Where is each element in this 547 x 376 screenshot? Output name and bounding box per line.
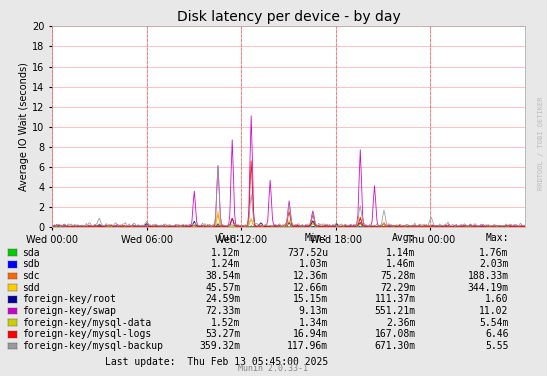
Text: 16.94m: 16.94m xyxy=(293,329,328,339)
Text: 1.46m: 1.46m xyxy=(386,259,416,269)
Text: 72.29m: 72.29m xyxy=(381,283,416,293)
Text: 1.12m: 1.12m xyxy=(211,248,241,258)
Text: 671.30m: 671.30m xyxy=(375,341,416,351)
Text: 167.08m: 167.08m xyxy=(375,329,416,339)
Text: 1.60: 1.60 xyxy=(485,294,509,304)
Text: foreign-key/swap: foreign-key/swap xyxy=(22,306,116,316)
Text: 6.46: 6.46 xyxy=(485,329,509,339)
Text: 188.33m: 188.33m xyxy=(468,271,509,281)
Text: Min:: Min: xyxy=(305,233,328,243)
Text: 1.14m: 1.14m xyxy=(386,248,416,258)
Text: 2.03m: 2.03m xyxy=(479,259,509,269)
Text: 737.52u: 737.52u xyxy=(287,248,328,258)
Title: Disk latency per device - by day: Disk latency per device - by day xyxy=(177,10,400,24)
Text: Max:: Max: xyxy=(485,233,509,243)
Text: 1.34m: 1.34m xyxy=(299,318,328,327)
Text: 53.27m: 53.27m xyxy=(206,329,241,339)
Text: 24.59m: 24.59m xyxy=(206,294,241,304)
Text: foreign-key/root: foreign-key/root xyxy=(22,294,116,304)
Text: Cur:: Cur: xyxy=(217,233,241,243)
Text: RRDTOOL / TOBI OETIKER: RRDTOOL / TOBI OETIKER xyxy=(538,96,544,190)
Text: 12.36m: 12.36m xyxy=(293,271,328,281)
Text: foreign-key/mysql-logs: foreign-key/mysql-logs xyxy=(22,329,151,339)
Text: 1.52m: 1.52m xyxy=(211,318,241,327)
Text: 1.76m: 1.76m xyxy=(479,248,509,258)
Text: 12.66m: 12.66m xyxy=(293,283,328,293)
Text: foreign-key/mysql-data: foreign-key/mysql-data xyxy=(22,318,151,327)
Text: Last update:  Thu Feb 13 05:45:00 2025: Last update: Thu Feb 13 05:45:00 2025 xyxy=(105,357,328,367)
Text: sdc: sdc xyxy=(22,271,39,281)
Text: 11.02: 11.02 xyxy=(479,306,509,316)
Text: sdd: sdd xyxy=(22,283,39,293)
Text: sdb: sdb xyxy=(22,259,39,269)
Text: 5.55: 5.55 xyxy=(485,341,509,351)
Text: 5.54m: 5.54m xyxy=(479,318,509,327)
Text: 9.13m: 9.13m xyxy=(299,306,328,316)
Text: sda: sda xyxy=(22,248,39,258)
Text: 1.03m: 1.03m xyxy=(299,259,328,269)
Text: 111.37m: 111.37m xyxy=(375,294,416,304)
Text: 359.32m: 359.32m xyxy=(200,341,241,351)
Text: 344.19m: 344.19m xyxy=(468,283,509,293)
Text: 1.24m: 1.24m xyxy=(211,259,241,269)
Text: Munin 2.0.33-1: Munin 2.0.33-1 xyxy=(238,364,309,373)
Text: 38.54m: 38.54m xyxy=(206,271,241,281)
Y-axis label: Average IO Wait (seconds): Average IO Wait (seconds) xyxy=(19,62,29,191)
Text: 45.57m: 45.57m xyxy=(206,283,241,293)
Text: Avg:: Avg: xyxy=(392,233,416,243)
Text: 15.15m: 15.15m xyxy=(293,294,328,304)
Text: 2.36m: 2.36m xyxy=(386,318,416,327)
Text: 551.21m: 551.21m xyxy=(375,306,416,316)
Text: foreign-key/mysql-backup: foreign-key/mysql-backup xyxy=(22,341,163,351)
Text: 72.33m: 72.33m xyxy=(206,306,241,316)
Text: 75.28m: 75.28m xyxy=(381,271,416,281)
Text: 117.96m: 117.96m xyxy=(287,341,328,351)
